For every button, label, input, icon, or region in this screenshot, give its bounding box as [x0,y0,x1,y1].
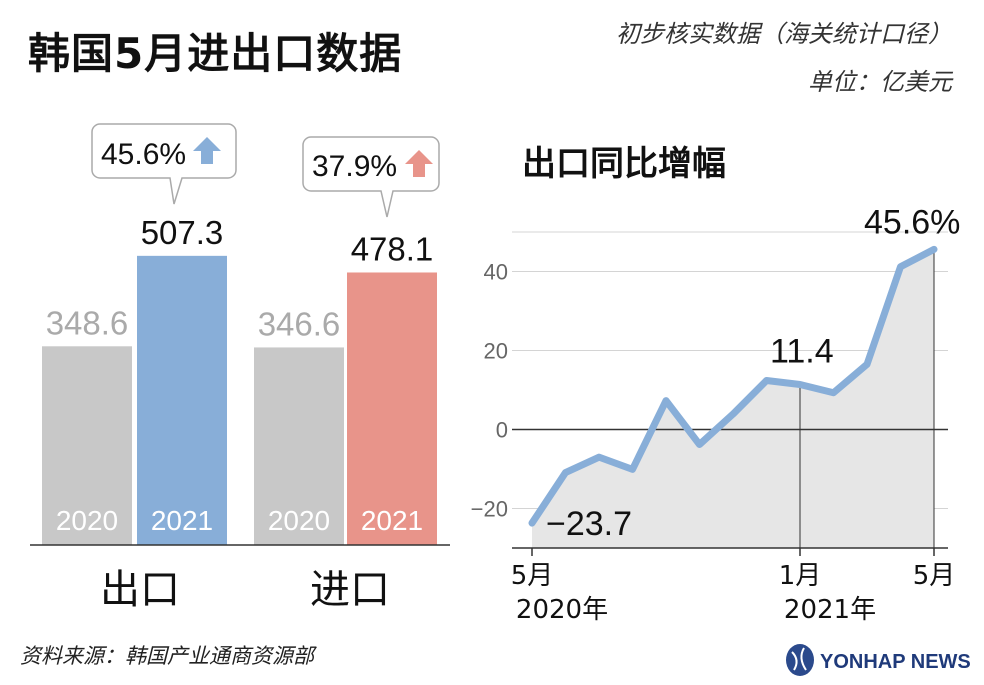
category-label-export: 出口 [100,567,180,613]
page-title: 韩国5月进出口数据 [28,29,403,78]
callout-export-text: 45.6% [101,138,186,171]
x-tick-month: 1月 [779,561,822,591]
bar-import-2021 [347,272,437,545]
logo-text: YONHAP NEWS [820,651,971,673]
year-label-import-2021: 2021 [361,505,423,536]
x-tick-year: 2021年 [784,595,876,625]
callout-import-text: 37.9% [312,150,397,183]
x-tick-month: 5月 [511,561,554,591]
annotation-min: −23.7 [546,505,632,543]
source-note: 资料来源：韩国产业通商资源部 [20,644,314,668]
data-note: 初步核实数据（海关统计口径） [616,20,952,48]
category-label-import: 进口 [310,567,390,613]
value-label-export-2021: 507.3 [141,214,224,251]
year-label-import-2020: 2020 [268,505,330,536]
y-tick-label: 0 [496,418,508,443]
annotation-jan: 11.4 [770,332,834,370]
unit-label: 单位：亿美元 [808,68,952,96]
value-label-import-2020: 346.6 [258,305,341,342]
globe-icon [786,644,814,676]
value-label-export-2020: 348.6 [46,304,129,341]
arrow-up-icon [193,137,221,164]
yonhap-logo: YONHAP NEWS [786,644,971,676]
value-label-import-2021: 478.1 [351,230,434,267]
x-tick-month: 5月 [913,561,956,591]
y-tick-label: 40 [484,260,508,285]
bar-export-2020 [42,346,132,545]
line-area [532,249,934,548]
year-label-export-2020: 2020 [56,505,118,536]
callout-import: 37.9% [302,136,440,218]
y-tick-label: −20 [471,497,508,522]
arrow-up-icon [405,150,433,177]
y-tick-labels: −20 0 20 40 [471,260,508,522]
bar-export-2021 [137,255,227,546]
bar-chart: 348.6 507.3 346.6 478.1 2020 2021 2020 2… [30,123,450,613]
callout-export: 45.6% [91,123,237,205]
export-growth-line [528,245,938,527]
x-tick-year: 2020年 [516,595,608,625]
line-chart: 出口同比增幅 −20 0 20 40 5月 2020年 1月 2021年 5月 −23.7 1… [471,144,961,625]
y-tick-label: 20 [484,339,508,364]
annotation-latest: 45.6% [864,203,960,241]
bar-import-2020 [254,347,344,545]
line-chart-title: 出口同比增幅 [522,144,726,184]
year-label-export-2021: 2021 [151,505,213,536]
x-ticks: 5月 2020年 1月 2021年 5月 [511,548,956,625]
